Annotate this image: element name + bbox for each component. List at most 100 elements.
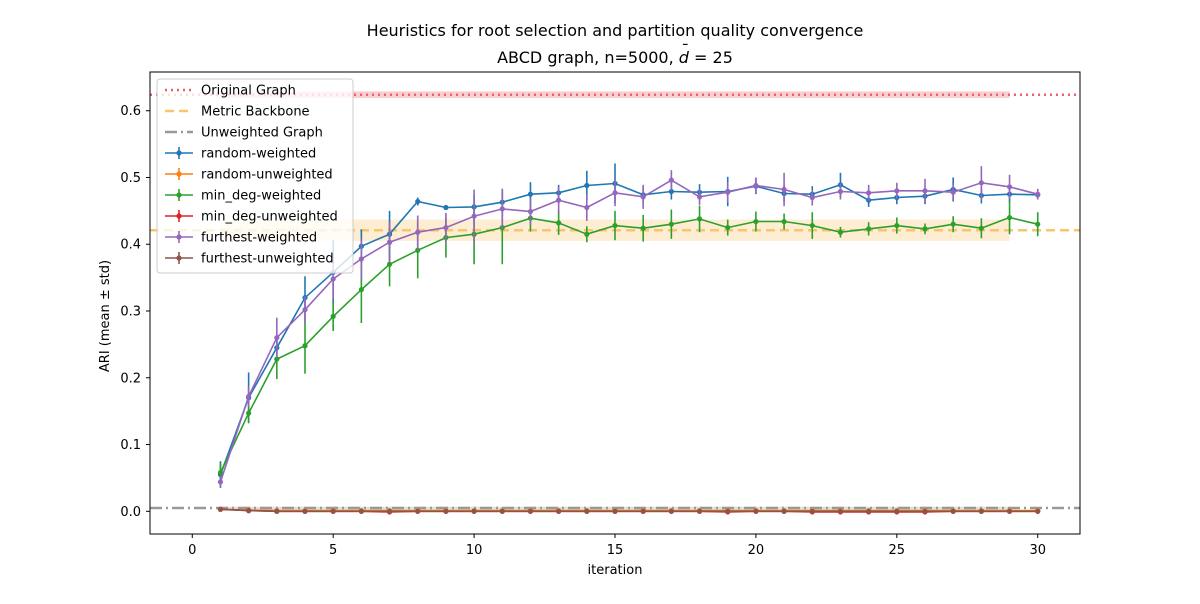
legend-swatch-marker: [176, 234, 182, 240]
data-point: [696, 508, 703, 514]
legend-swatch-marker: [176, 150, 182, 156]
data-point: [556, 220, 562, 226]
chart-title-line2: ABCD graph, n=5000, d = 25: [497, 48, 733, 67]
y-tick-label: 0.4: [120, 238, 141, 253]
data-point: [302, 307, 308, 313]
data-point: [922, 226, 928, 232]
data-point: [809, 508, 815, 514]
data-point: [471, 508, 477, 514]
data-point: [668, 508, 674, 514]
legend-label: furthest-weighted: [201, 231, 317, 246]
x-tick-label: 25: [889, 543, 906, 558]
data-point: [274, 335, 280, 341]
series-furthest-unweighted: [217, 506, 1041, 514]
data-point: [725, 224, 731, 231]
data-point: [358, 508, 364, 514]
data-point: [725, 508, 731, 514]
data-point: [725, 189, 731, 195]
data-point: [696, 216, 703, 222]
data-point: [415, 198, 421, 205]
data-point: [274, 356, 280, 362]
series-line: [219, 182, 1038, 475]
data-point: [415, 508, 421, 514]
legend-label: min_deg-unweighted: [201, 210, 338, 225]
data-point: [781, 508, 787, 514]
data-point: [866, 190, 872, 196]
data-point: [837, 229, 844, 235]
data-point: [894, 222, 900, 229]
data-point: [809, 222, 815, 229]
data-point: [358, 287, 364, 293]
data-point: [922, 508, 928, 514]
data-point: [217, 506, 224, 512]
data-point: [527, 191, 534, 197]
y-tick-label: 0.1: [120, 438, 141, 453]
data-point: [612, 222, 618, 229]
data-point: [612, 508, 618, 514]
legend-label: Original Graph: [201, 84, 296, 99]
x-tick-label: 10: [466, 543, 483, 558]
data-point: [358, 256, 364, 262]
data-point: [668, 188, 674, 195]
data-point: [415, 247, 421, 253]
y-axis-label: ARI (mean ± std): [98, 260, 113, 372]
legend-swatch-marker: [176, 192, 182, 198]
x-tick-label: 0: [188, 543, 196, 558]
data-point: [1035, 191, 1041, 197]
data-point: [584, 182, 590, 189]
data-point: [640, 194, 646, 200]
legend-label: random-weighted: [201, 147, 316, 162]
data-point: [950, 189, 956, 195]
data-point: [1006, 508, 1013, 514]
data-point: [302, 343, 308, 349]
data-point: [978, 225, 984, 231]
data-point: [1006, 184, 1013, 190]
data-point: [781, 186, 787, 193]
x-tick-label: 20: [748, 543, 765, 558]
x-tick-label: 5: [329, 543, 337, 558]
data-point: [386, 508, 393, 514]
data-point: [443, 508, 449, 514]
y-tick-label: 0.5: [120, 171, 141, 186]
x-tick-label: 15: [607, 543, 624, 558]
data-point: [527, 508, 534, 514]
legend-box: [156, 78, 354, 274]
data-point: [556, 508, 562, 514]
series-line: [219, 179, 1038, 483]
data-point: [640, 508, 646, 514]
y-tick-label: 0.3: [120, 305, 141, 320]
data-point: [330, 508, 336, 514]
data-point: [753, 508, 759, 514]
series-line: [220, 508, 1038, 513]
series-furthest-weighted: [217, 166, 1041, 488]
data-point: [330, 276, 336, 282]
legend-label: furthest-unweighted: [201, 252, 334, 267]
legend-label: random-unweighted: [201, 168, 333, 183]
data-point: [640, 225, 646, 231]
data-point: [443, 204, 449, 211]
data-point: [696, 194, 703, 200]
band-original-graph: [220, 91, 1010, 99]
data-point: [837, 508, 844, 514]
legend-label: min_deg-weighted: [201, 189, 321, 204]
data-point: [584, 204, 590, 211]
data-point: [978, 180, 984, 186]
data-point: [386, 239, 393, 245]
data-point: [386, 261, 393, 267]
data-point: [668, 221, 674, 227]
title-line2-suffix: = 25: [689, 48, 733, 67]
data-point: [302, 508, 308, 514]
y-tick-label: 0.6: [120, 104, 141, 119]
data-point: [894, 188, 900, 194]
data-point: [274, 508, 280, 514]
data-point: [584, 231, 590, 237]
data-point: [978, 508, 984, 514]
data-point: [246, 410, 252, 416]
data-point: [330, 313, 336, 319]
legend-swatch-marker: [176, 255, 182, 261]
data-point: [471, 213, 477, 219]
chart-title-line1: Heuristics for root selection and partit…: [367, 21, 864, 40]
y-axis-ticks: 0.0 0.1 0.2 0.3 0.4 0.5 0.6: [120, 104, 150, 520]
